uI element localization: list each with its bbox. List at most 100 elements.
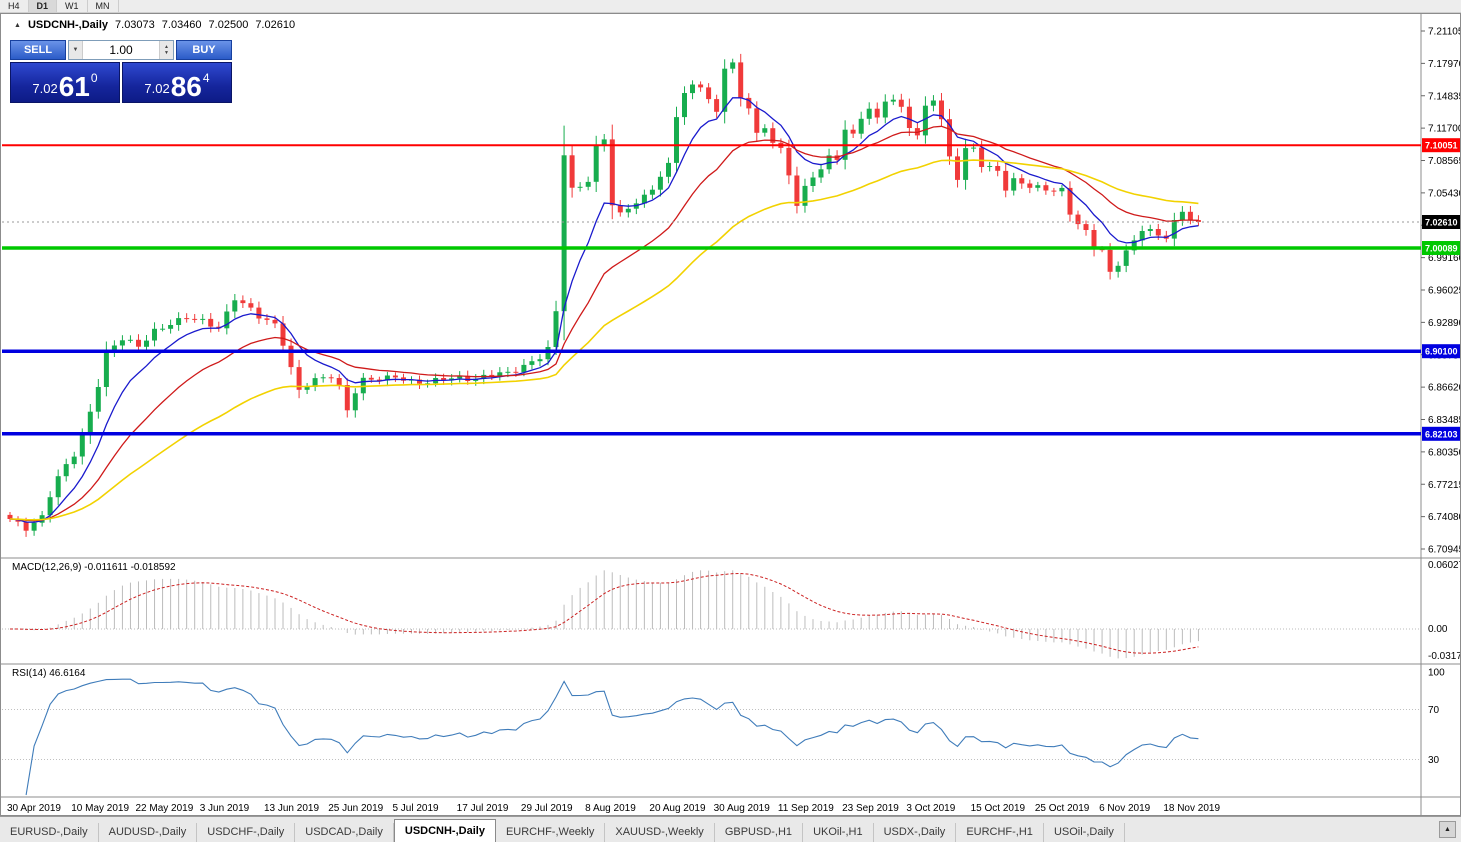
candle-body [1187, 211, 1193, 221]
tab-usdcad-daily[interactable]: USDCAD-,Daily [295, 823, 394, 842]
tab-ukoil-h1[interactable]: UKOil-,H1 [803, 823, 874, 842]
candle-body [192, 318, 198, 320]
price-level-badge-label: 7.10051 [1425, 141, 1458, 151]
price-axis-label: 6.74080 [1428, 512, 1461, 523]
timeframe-button-mn[interactable]: MN [88, 0, 119, 12]
sell-price-display[interactable]: 7.02 61 0 [10, 62, 120, 103]
candle-body [553, 311, 559, 347]
candle-body [617, 205, 623, 213]
sell-price-pips: 61 [58, 71, 90, 103]
ma-slow-line [9, 159, 1199, 521]
date-axis-label: 29 Jul 2019 [521, 803, 573, 814]
candle-body [232, 300, 238, 312]
buy-button[interactable]: BUY [176, 40, 232, 60]
candle-body [979, 147, 985, 167]
candle-body [995, 166, 1001, 171]
candle-body [55, 476, 61, 498]
volume-field[interactable]: ▼ 1.00 ▲ ▼ [68, 40, 174, 60]
date-axis-label: 17 Jul 2019 [457, 803, 509, 814]
candle-body [288, 345, 294, 368]
candle-body [152, 328, 157, 341]
volume-value[interactable]: 1.00 [109, 43, 133, 57]
price-axis-label: 7.14835 [1428, 91, 1461, 102]
candle-body [569, 155, 575, 188]
candle-body [601, 139, 607, 146]
tab-gbpusd-h1[interactable]: GBPUSD-,H1 [714, 823, 804, 842]
ohlc-low-value: 7.02500 [208, 19, 249, 31]
candle-body [682, 93, 687, 118]
candle-body [858, 118, 864, 134]
candle-body [505, 371, 511, 373]
candle-body [1067, 187, 1073, 215]
candle-body [874, 108, 880, 118]
candle-body [657, 176, 663, 190]
candle-body [127, 339, 133, 341]
volume-dropdown-icon[interactable]: ▼ [69, 41, 83, 59]
candle-body [818, 169, 824, 178]
candle-body [521, 364, 527, 373]
candle-body [939, 100, 944, 120]
date-axis-label: 25 Oct 2019 [1035, 803, 1090, 814]
price-axis-label: 7.21105 [1428, 27, 1461, 38]
candle-body [497, 372, 503, 377]
tab-usdchf-daily[interactable]: USDCHF-,Daily [197, 823, 296, 842]
volume-stepper[interactable]: ▲ ▼ [159, 41, 173, 59]
timeframe-button-d1[interactable]: D1 [28, 0, 58, 12]
date-axis-label: 23 Sep 2019 [842, 803, 899, 814]
candle-body [561, 155, 567, 312]
price-axis-label: 6.83485 [1428, 415, 1461, 426]
timeframe-button-h4[interactable]: H4 [0, 0, 29, 12]
candle-body [1115, 265, 1121, 272]
candle-body [577, 186, 583, 188]
candle-body [71, 456, 77, 465]
ma-fast-line [9, 97, 1199, 523]
candle-body [649, 189, 655, 195]
ohlc-open-value: 7.03073 [115, 19, 155, 31]
candle-body [545, 347, 551, 360]
timeframe-button-w1[interactable]: W1 [57, 0, 88, 12]
stepper-down-icon[interactable]: ▼ [164, 50, 169, 56]
macd-axis-label: 0.00 [1428, 624, 1448, 635]
candle-body [722, 68, 728, 112]
candle-body [706, 87, 712, 100]
candle-body [176, 318, 182, 325]
candle-body [947, 119, 952, 157]
candle-body [465, 375, 471, 381]
rsi-line [25, 678, 1199, 796]
stepper-up-icon[interactable]: ▲ [164, 44, 169, 50]
collapse-icon[interactable]: ▲ [14, 21, 21, 29]
tab-eurusd-daily[interactable]: EURUSD-,Daily [0, 823, 99, 842]
tab-eurchf-weekly[interactable]: EURCHF-,Weekly [495, 823, 606, 842]
tab-xauusd-weekly[interactable]: XAUUSD-,Weekly [605, 823, 715, 842]
rsi-axis-label: 30 [1428, 755, 1440, 766]
candle-body [136, 339, 141, 347]
tab-usdx-daily[interactable]: USDX-,Daily [873, 823, 957, 842]
tab-usdcnh-daily[interactable]: USDCNH-,Daily [393, 819, 496, 842]
tab-usoil-daily[interactable]: USOil-,Daily [1043, 823, 1125, 842]
tab-eurchf-h1[interactable]: EURCHF-,H1 [956, 823, 1044, 842]
candle-body [786, 147, 792, 176]
candle-body [922, 105, 928, 136]
price-level-badge [1422, 344, 1461, 359]
candle-body [489, 374, 495, 377]
macd-indicator-label: MACD(12,26,9) -0.011611 -0.018592 [12, 562, 176, 573]
candle-body [1107, 249, 1113, 272]
date-axis-label: 15 Oct 2019 [971, 803, 1026, 814]
candle-body [674, 117, 679, 163]
rsi-axis-label: 100 [1428, 668, 1445, 679]
buy-price-display[interactable]: 7.02 86 4 [122, 62, 232, 103]
price-level-badge-label: 6.82103 [1425, 429, 1458, 439]
ma-mid-line [9, 125, 1199, 522]
tab-audusd-daily[interactable]: AUDUSD-,Daily [98, 823, 198, 842]
sell-button[interactable]: SELL [10, 40, 66, 60]
tab-scroll-button[interactable]: ▲ [1439, 821, 1456, 838]
date-axis-label: 20 Aug 2019 [649, 803, 706, 814]
candle-body [119, 340, 125, 346]
candle-body [1147, 229, 1153, 231]
candle-body [1027, 183, 1033, 188]
candle-body [352, 393, 358, 411]
candle-body [963, 148, 969, 180]
date-axis-label: 8 Aug 2019 [585, 803, 636, 814]
candle-body [184, 318, 190, 320]
